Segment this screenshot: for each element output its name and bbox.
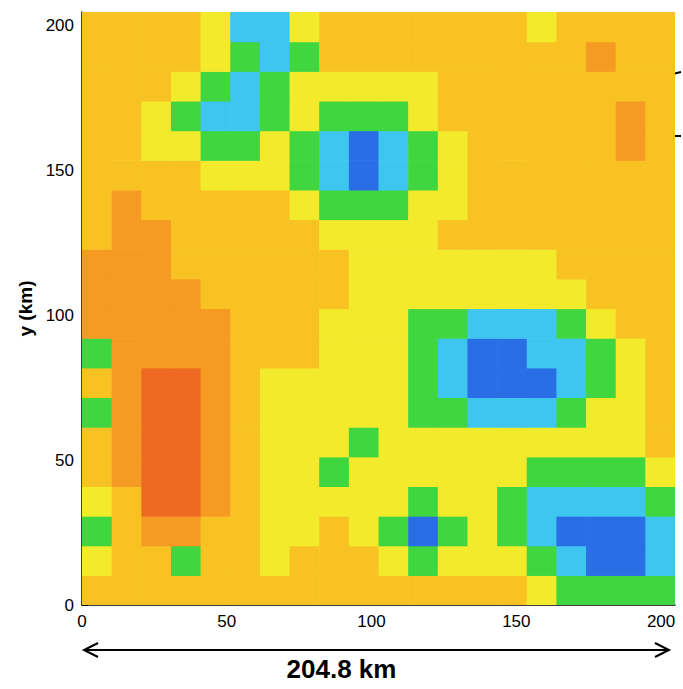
svg-text:50: 50: [217, 612, 236, 631]
svg-text:200: 200: [647, 612, 675, 631]
svg-text:y (km): y (km): [15, 281, 36, 337]
svg-text:204.8 km: 204.8 km: [287, 654, 397, 684]
svg-text:50: 50: [55, 451, 74, 470]
svg-text:200: 200: [46, 16, 74, 35]
svg-text:150: 150: [502, 612, 530, 631]
svg-text:0: 0: [65, 596, 74, 615]
svg-text:150: 150: [46, 161, 74, 180]
svg-text:100: 100: [357, 612, 385, 631]
svg-text:0: 0: [77, 612, 86, 631]
svg-text:100: 100: [46, 306, 74, 325]
